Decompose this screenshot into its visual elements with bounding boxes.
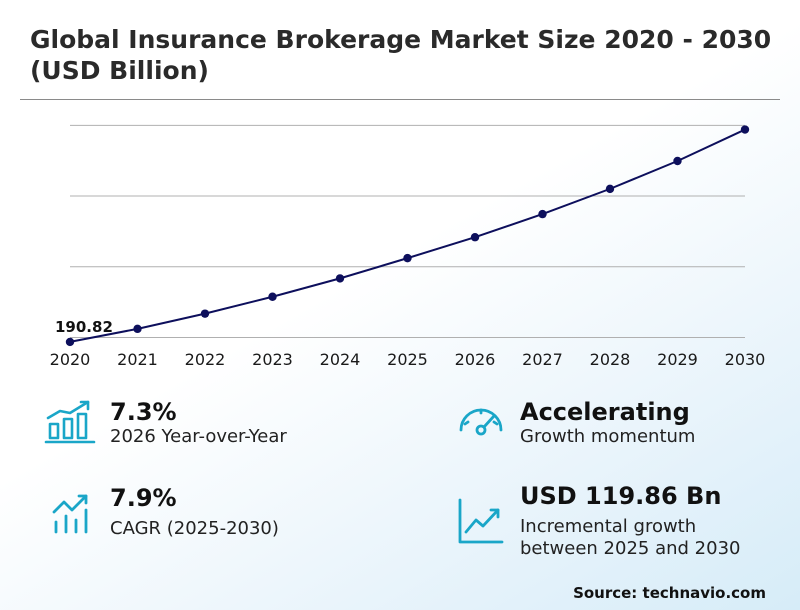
data-point bbox=[470, 233, 480, 242]
series-line bbox=[69, 128, 746, 343]
x-tick-label: 2025 bbox=[387, 350, 428, 369]
x-tick-label: 2024 bbox=[320, 350, 361, 369]
data-point bbox=[133, 324, 142, 334]
data-point bbox=[538, 209, 547, 219]
data-label: 190.82 bbox=[55, 318, 113, 336]
data-point bbox=[605, 184, 615, 194]
data-point bbox=[65, 337, 75, 347]
data-point bbox=[403, 253, 412, 263]
x-tick-label: 2023 bbox=[252, 350, 293, 369]
source-note: Source: technavio.com bbox=[573, 584, 766, 602]
chart-title: Global Insurance Brokerage Market Size 2… bbox=[30, 25, 772, 85]
title-divider bbox=[20, 99, 780, 100]
data-point bbox=[200, 309, 210, 318]
x-tick-label: 2021 bbox=[117, 350, 158, 369]
data-labels: 190.82 bbox=[55, 318, 113, 336]
x-tick-label: 2020 bbox=[50, 350, 91, 369]
x-tick-label: 2027 bbox=[522, 350, 563, 369]
stat-momentum-value: Accelerating bbox=[520, 398, 690, 426]
x-tick-label: 2022 bbox=[185, 350, 226, 369]
stat-cagr-label: CAGR (2025-2030) bbox=[110, 518, 279, 539]
bar-chart-growth-icon bbox=[44, 400, 96, 444]
x-tick-label: 2030 bbox=[725, 350, 766, 369]
stat-yoy-value: 7.3% bbox=[110, 398, 177, 426]
data-point bbox=[673, 156, 682, 166]
stat-momentum-label: Growth momentum bbox=[520, 426, 696, 447]
gridlines bbox=[70, 124, 745, 338]
stat-cagr-value: 7.9% bbox=[110, 484, 177, 512]
data-point bbox=[268, 292, 277, 301]
stat-incremental-label-line2: between 2025 and 2030 bbox=[520, 538, 741, 559]
data-point bbox=[740, 125, 750, 134]
x-axis-ticks: 2020 2021 2022 2023 2024 2025 2026 2027 2028 2029… bbox=[50, 350, 766, 369]
trend-bars-icon bbox=[52, 494, 88, 534]
x-tick-label: 2029 bbox=[657, 350, 698, 369]
x-tick-label: 2026 bbox=[455, 350, 496, 369]
stat-incremental-label-line1: Incremental growth bbox=[520, 516, 697, 537]
stat-yoy-label: 2026 Year-over-Year bbox=[110, 426, 287, 447]
line-chart: 190.82 2020 2021 2022 2023 2024 2025 2026 2027 2… bbox=[50, 124, 766, 369]
stat-incremental-value: USD 119.86 Bn bbox=[520, 482, 722, 510]
speedometer-icon bbox=[459, 408, 503, 436]
data-point bbox=[335, 274, 345, 283]
data-points bbox=[65, 125, 750, 347]
rising-chart-icon bbox=[458, 498, 504, 544]
x-tick-label: 2028 bbox=[590, 350, 631, 369]
